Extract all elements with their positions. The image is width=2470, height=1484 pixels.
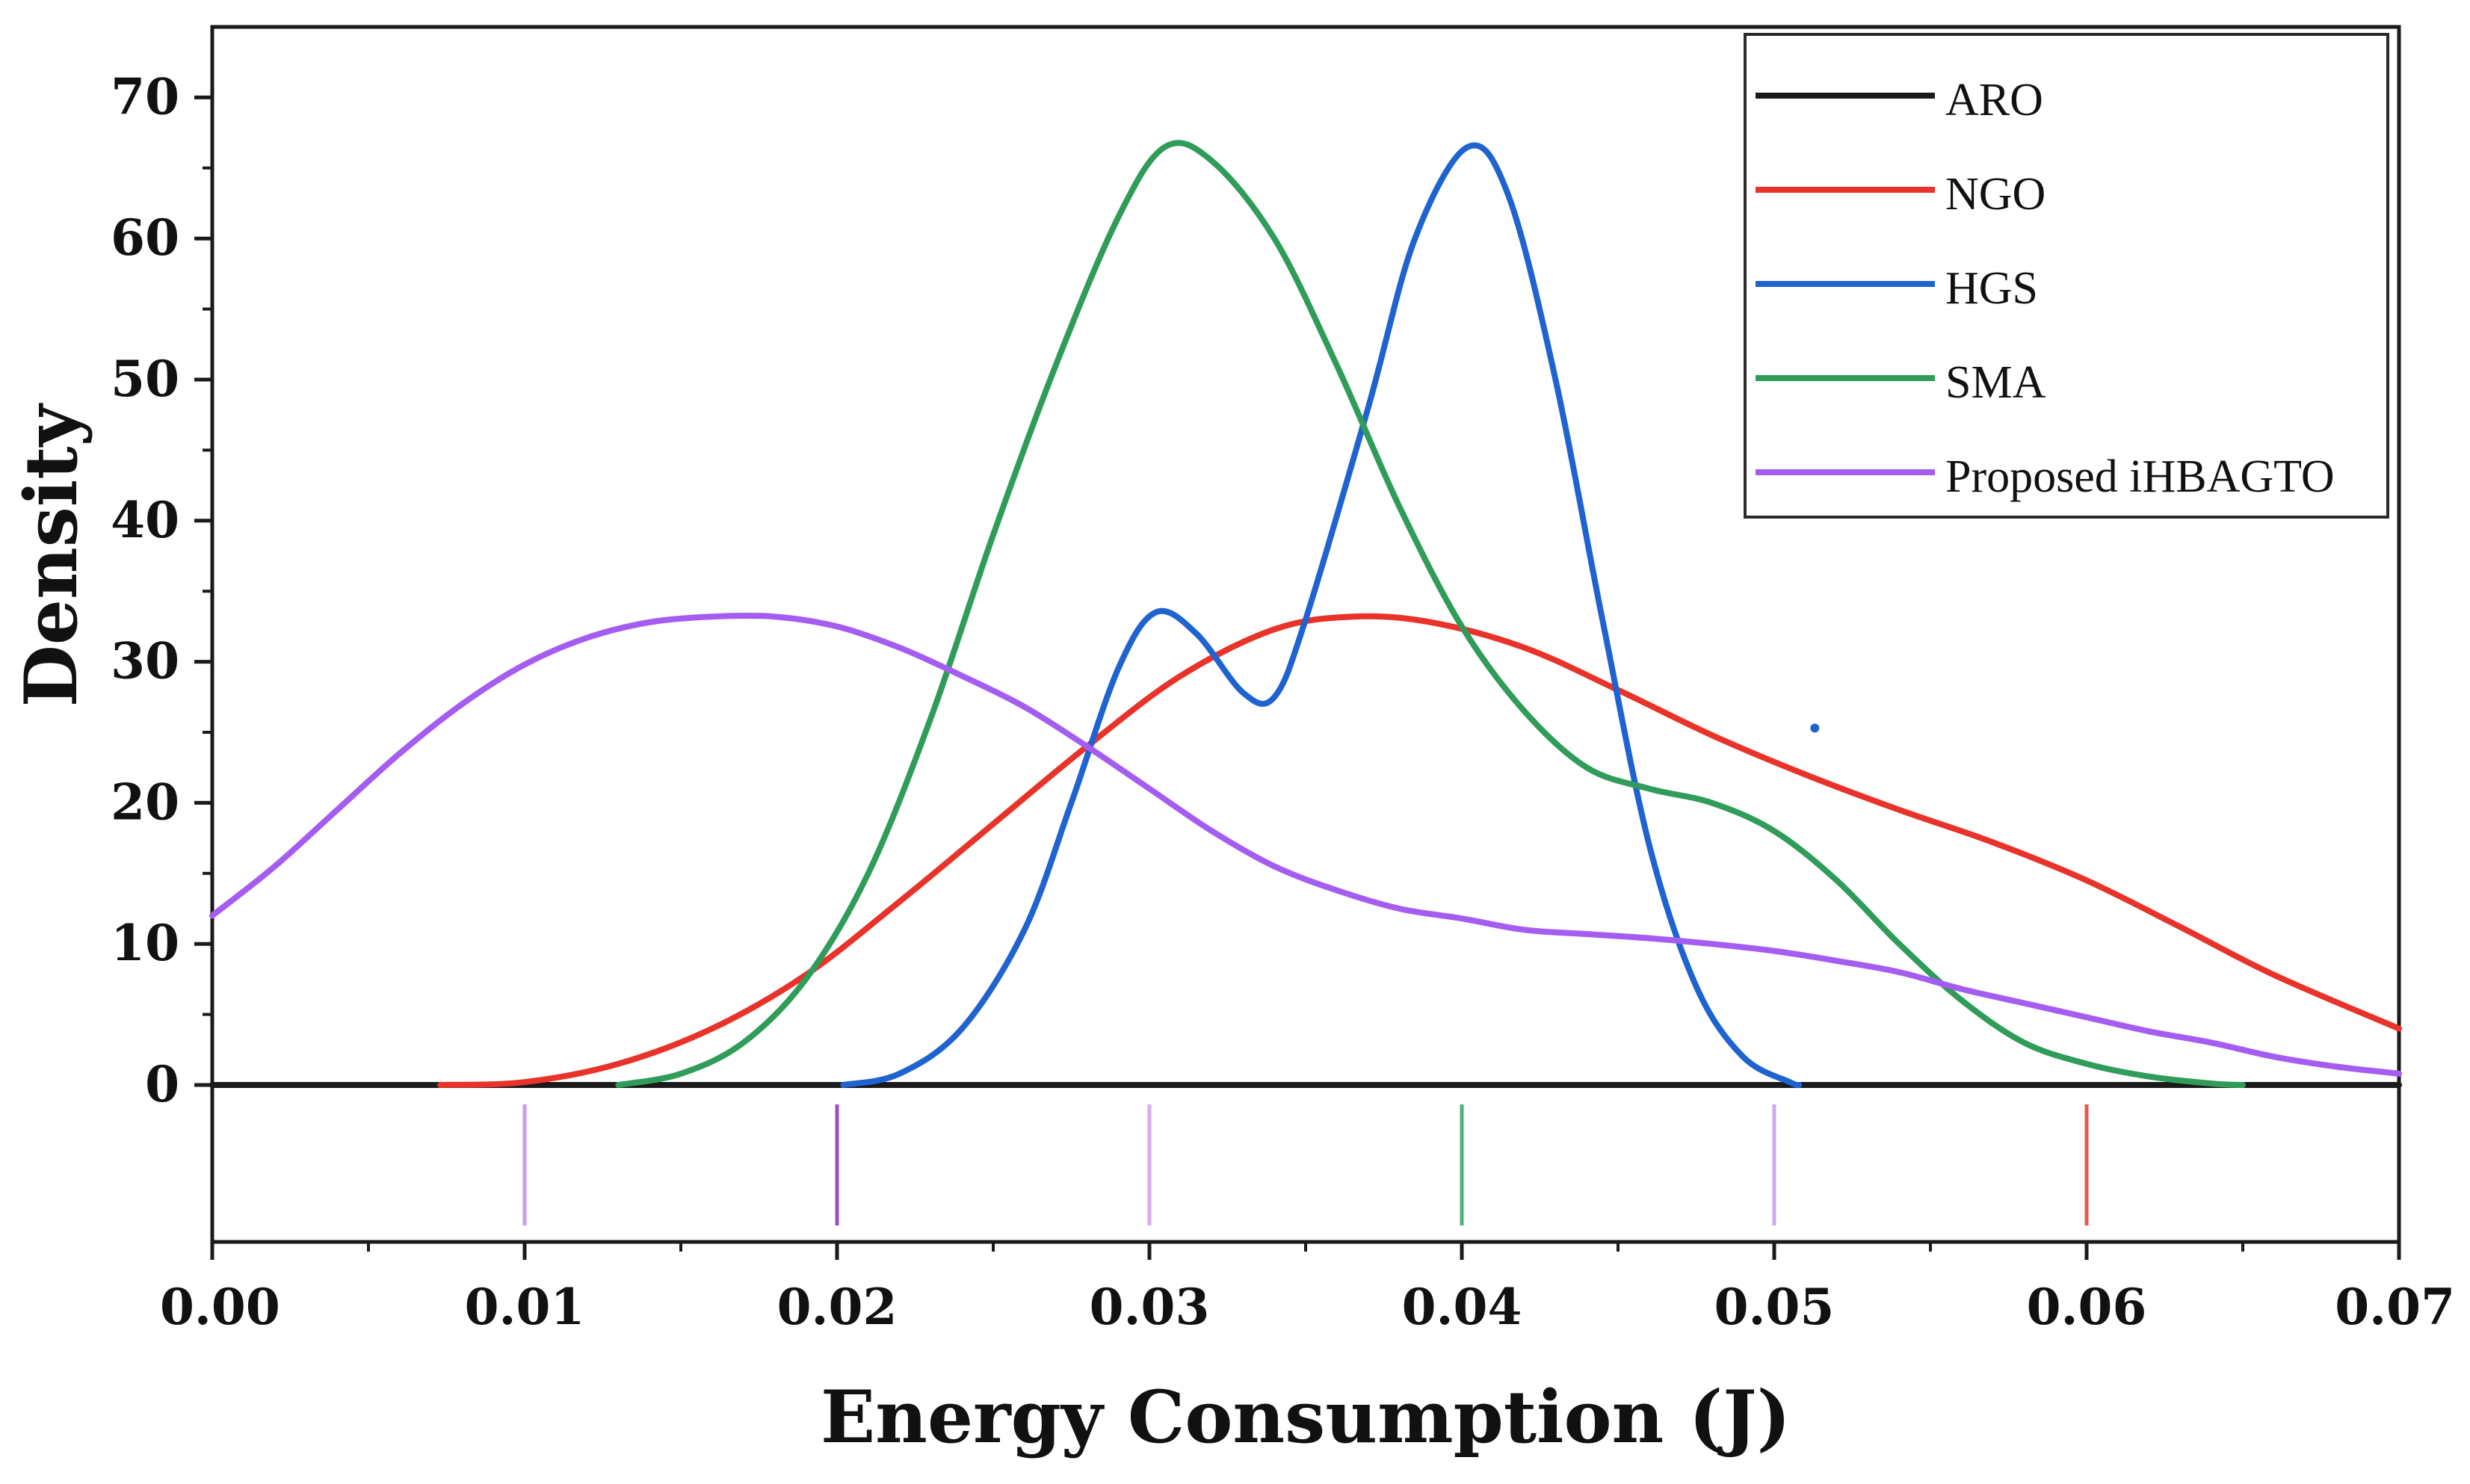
y-tick-label: 20: [111, 773, 179, 831]
legend-label-aro: ARO: [1945, 75, 2043, 126]
x-tick-label: 0.00: [160, 1278, 280, 1336]
series-line-hgs: [840, 142, 1803, 1089]
x-tick-label: 0.01: [465, 1278, 585, 1336]
x-axis-title: Energy Consumption (J): [821, 1375, 1791, 1459]
axes-layer: 0 10 20 30 40 50 60 70 0.00 0.01 0.02 0.03 0.04 0.05 0…: [111, 67, 2455, 1336]
legend-label-ngo: NGO: [1945, 169, 2046, 220]
y-tick-label: 50: [111, 350, 179, 408]
rug-panel: [522, 1104, 2089, 1225]
y-tick-label: 40: [111, 491, 179, 549]
legend-label-hgs: HGS: [1945, 263, 2038, 314]
series-line-ngo: [437, 613, 2402, 1088]
legend-label-proposed-ihbagto: Proposed iHBAGTO: [1945, 451, 2335, 502]
stray-point: [1810, 723, 1820, 733]
series-line-sma: [615, 140, 2246, 1088]
legend-box: [1744, 33, 2389, 519]
y-tick-label: 70: [111, 67, 179, 126]
y-tick-label: 60: [111, 208, 179, 267]
x-tick-label: 0.06: [2027, 1278, 2147, 1336]
x-tick-label: 0.04: [1402, 1278, 1522, 1336]
y-tick-label: 10: [111, 914, 179, 972]
x-tick-label: 0.02: [777, 1278, 898, 1336]
legend: ARO NGO HGS SMA Proposed iHBAGTO: [1744, 33, 2389, 519]
series-line-proposed-ihbagto: [209, 612, 2402, 1077]
x-tick-label: 0.03: [1090, 1278, 1210, 1336]
x-tick-label: 0.07: [2335, 1278, 2455, 1336]
legend-label-sma: SMA: [1945, 357, 2046, 408]
x-tick-label: 0.05: [1714, 1278, 1835, 1336]
y-axis-title: Density: [9, 402, 93, 707]
series-layer: [209, 140, 2402, 1089]
y-tick-label: 30: [111, 632, 179, 690]
y-tick-label: 0: [145, 1055, 179, 1113]
